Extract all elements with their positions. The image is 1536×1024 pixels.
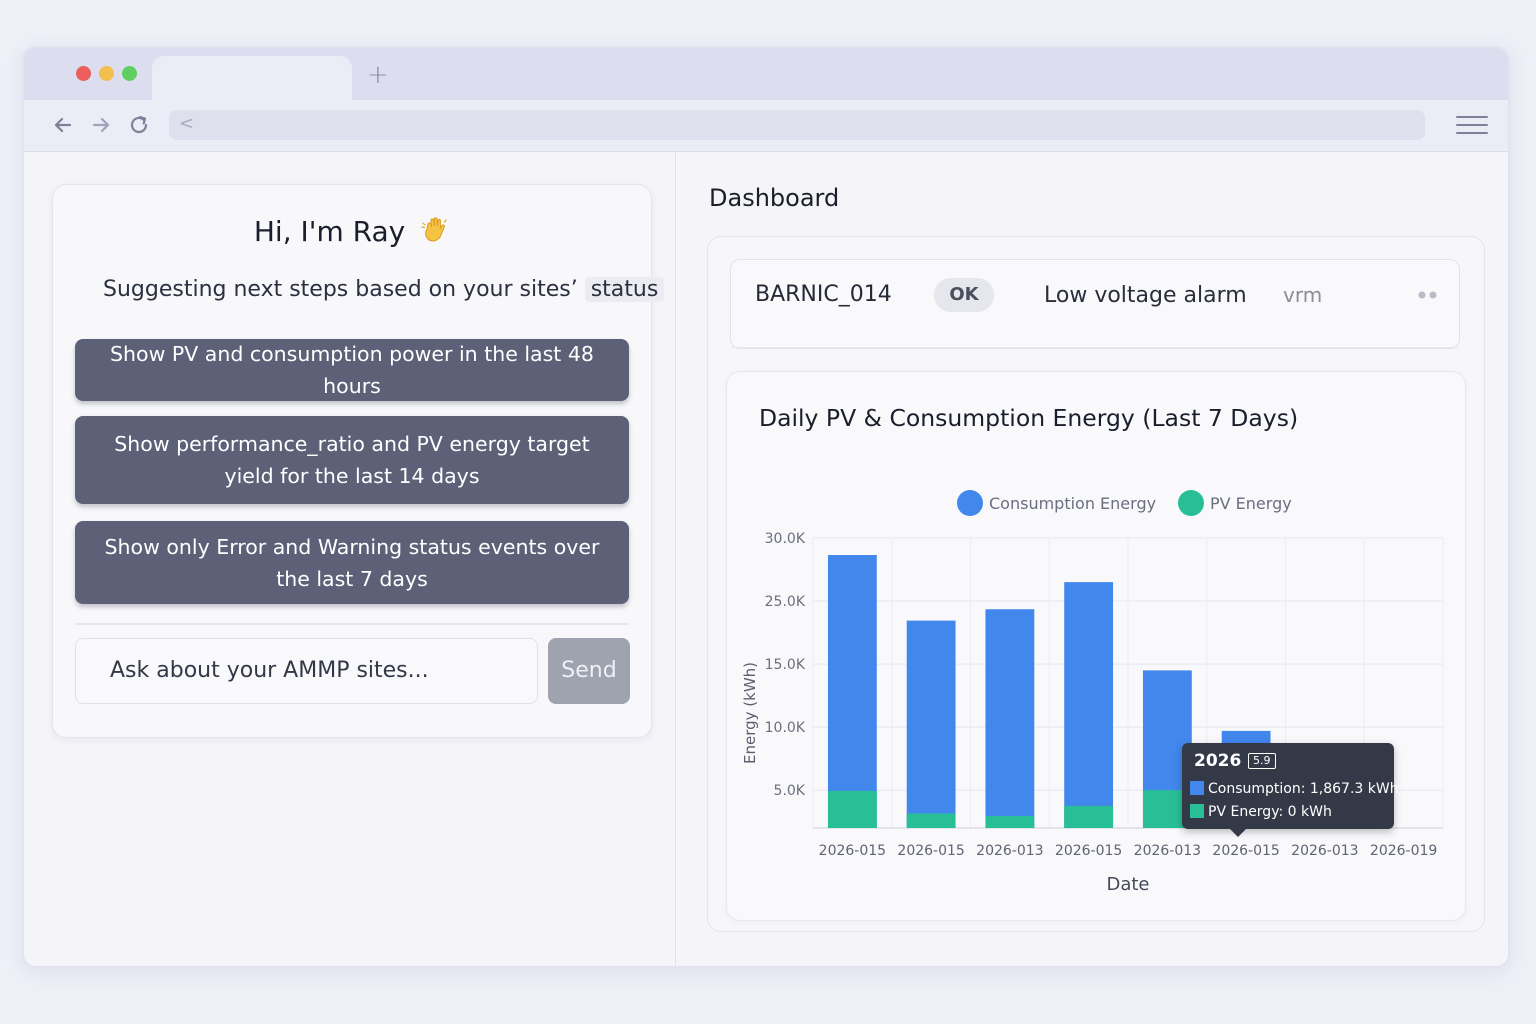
x-tick-label: 2026-013 [1291,843,1358,859]
y-tick-label: 15.0K [765,657,806,673]
chat-pane: Hi, I'm Ray Suggesting next steps based … [24,152,676,966]
energy-bar-chart: 5.0K 10.0K 15.0K 25.0K 30.0K 2026-015 2026-015… [741,490,1444,895]
forward-arrow-icon[interactable] [88,112,114,138]
x-tick-label: 2026-013 [976,843,1043,859]
tooltip-consumption-row: Consumption: 1,867.3 kWh [1190,781,1399,797]
maximize-window-button[interactable] [122,66,137,81]
address-bar[interactable]: < [169,110,1425,140]
chart-title: Daily PV & Consumption Energy (Last 7 Da… [759,404,1299,432]
tooltip-tag: 5.9 [1248,753,1276,769]
suggestion-button-performance-ratio[interactable]: Show performance_ratio and PV energy tar… [75,416,629,504]
x-axis-title: Date [1106,874,1149,895]
back-arrow-icon[interactable] [50,112,76,138]
subtitle-highlight: status [584,277,665,302]
browser-tab[interactable] [152,56,352,100]
y-tick-label: 5.0K [774,783,806,799]
minimize-window-button[interactable] [99,66,114,81]
tab-bar: + [24,48,1508,100]
hamburger-menu-icon[interactable] [1456,114,1488,136]
browser-toolbar: < [24,100,1508,152]
subtitle-text: Suggesting next steps based on your site… [103,277,578,302]
x-tick-label: 2026-019 [1370,843,1437,859]
pv-bar [906,813,956,828]
dashboard-pane: Dashboard BARNIC_014 OK Low voltage alar… [677,152,1508,966]
tooltip-consumption: Consumption: 1,867.3 kWh [1208,781,1399,797]
legend-swatch [957,490,983,516]
x-tick-label: 2026-015 [1212,843,1279,859]
chart-tooltip: 2026 5.9 Consumption: 1,867.3 kWh PV Ene… [1182,743,1399,837]
pv-bar [1064,805,1114,828]
x-tick-label: 2026-015 [1055,843,1122,859]
dashboard-card: BARNIC_014 OK Low voltage alarm vrm Dail… [707,236,1485,932]
row-divider [731,347,1459,348]
chat-card: Hi, I'm Ray Suggesting next steps based … [52,184,665,738]
tooltip-title: 2026 [1194,751,1242,771]
reload-icon[interactable] [126,112,152,138]
consumption-bar [827,555,877,828]
site-name: BARNIC_014 [755,282,892,307]
legend-label: PV Energy [1210,494,1292,513]
chat-subtitle: Suggesting next steps based on your site… [103,277,665,302]
alarm-row[interactable]: BARNIC_014 OK Low voltage alarm vrm [730,259,1460,349]
alarm-message: Low voltage alarm [1044,283,1247,308]
divider [75,623,629,625]
consumption-bar [985,609,1035,828]
pv-swatch [1190,804,1204,818]
status-badge: OK [934,278,994,312]
close-window-button[interactable] [76,66,91,81]
suggestion-button-pv-consumption[interactable]: Show PV and consumption power in the las… [75,339,629,401]
consumption-bar [1064,582,1114,828]
page-content: Hi, I'm Ray Suggesting next steps based … [24,152,1508,966]
dashboard-title: Dashboard [709,184,840,212]
alarm-source: vrm [1283,283,1323,307]
url-text: < [179,113,195,134]
pv-bar [985,816,1035,828]
send-button[interactable]: Send [548,638,630,704]
consumption-bar [906,620,956,828]
tooltip-pv-row: PV Energy: 0 kWh [1190,804,1332,820]
waving-hand-icon [421,217,447,242]
y-tick-label: 30.0K [765,531,806,547]
legend-label: Consumption Energy [989,494,1156,513]
chart-card: Daily PV & Consumption Energy (Last 7 Da… [726,371,1466,921]
x-tick-label: 2026-015 [819,843,886,859]
more-options-icon[interactable] [1417,290,1439,300]
greeting-text: Hi, I'm Ray [253,215,406,248]
y-tick-label: 10.0K [765,720,806,736]
consumption-swatch [1190,781,1204,795]
ask-input[interactable]: Ask about your AMMP sites... [75,638,538,704]
y-axis-title: Energy (kWh) [741,662,759,764]
legend-swatch [1178,490,1204,516]
new-tab-button[interactable]: + [367,60,389,90]
tooltip-pv: PV Energy: 0 kWh [1208,804,1332,820]
x-tick-label: 2026-015 [897,843,964,859]
pv-bar [827,790,877,828]
greeting-heading: Hi, I'm Ray [53,215,651,248]
x-tick-label: 2026-013 [1134,843,1201,859]
suggestion-button-error-warning-events[interactable]: Show only Error and Warning status event… [75,521,629,604]
y-tick-label: 25.0K [765,594,806,610]
browser-window: + < Hi, I'm Ray [22,46,1510,968]
